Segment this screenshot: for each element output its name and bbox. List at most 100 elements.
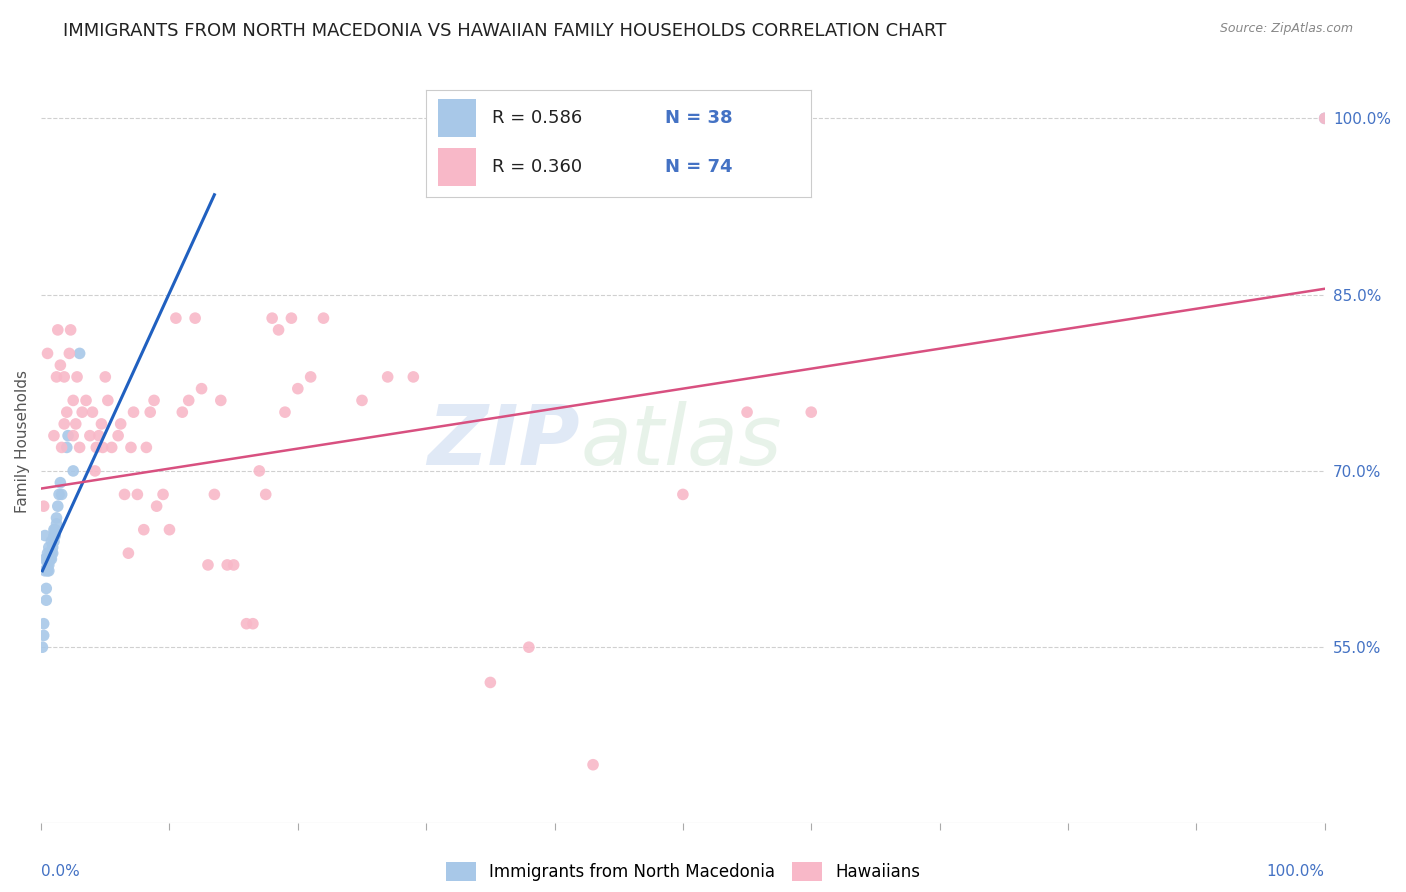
Point [190,382,212,396]
Point [62,428,84,442]
Point [59,323,82,337]
Point [42,523,65,537]
Point [44,528,66,542]
Point [274,405,297,419]
Point [65,417,87,431]
Point [41,541,63,555]
Point [37,564,59,578]
Point [402,370,425,384]
Point [350,393,373,408]
Point [32,628,55,642]
Point [84,441,107,455]
Point [172,405,194,419]
Point [1313,112,1336,126]
Point [42,534,65,549]
Point [45,370,67,384]
Point [34,528,56,542]
Point [69,441,91,455]
Point [38,541,60,555]
Point [45,511,67,525]
Y-axis label: Family Households: Family Households [15,370,30,513]
Point [222,558,245,572]
Point [37,546,59,560]
Point [139,405,162,419]
Point [672,487,695,501]
Point [51,441,73,455]
Point [46,499,69,513]
Point [517,640,540,655]
Point [51,487,73,501]
Point [37,346,59,360]
Point [110,417,132,431]
Point [32,499,55,513]
Point [159,523,181,537]
Point [800,405,823,419]
Point [145,499,167,513]
Point [177,393,200,408]
Point [87,428,110,442]
Point [69,346,91,360]
Point [152,487,174,501]
Text: 0.0%: 0.0% [41,863,80,879]
Point [70,405,93,419]
Point [254,487,277,501]
Point [235,616,257,631]
Point [35,593,58,607]
Point [58,346,80,360]
Point [45,516,67,531]
Point [280,311,302,326]
Point [143,393,166,408]
Point [120,441,142,455]
Point [49,358,72,372]
Point [127,487,149,501]
Point [209,393,232,408]
Point [55,405,77,419]
Point [41,552,63,566]
Point [84,464,107,478]
Point [32,616,55,631]
Point [107,428,129,442]
Point [37,552,59,566]
Point [132,523,155,537]
Point [202,487,225,501]
Point [48,487,70,501]
Text: ZIP: ZIP [427,401,581,482]
Point [479,675,502,690]
Point [53,417,76,431]
Point [377,370,399,384]
Point [46,323,69,337]
Text: atlas: atlas [581,401,782,482]
Point [41,546,63,560]
Point [90,417,112,431]
Point [312,311,335,326]
Point [184,311,207,326]
Point [122,405,145,419]
Point [91,441,114,455]
Point [34,564,56,578]
Point [53,370,76,384]
Point [55,441,77,455]
Point [41,546,63,560]
Point [1313,112,1336,126]
Point [37,558,59,572]
Point [299,370,322,384]
Point [42,528,65,542]
Point [31,640,53,655]
Point [247,464,270,478]
Point [35,582,58,596]
Point [79,428,101,442]
Point [38,564,60,578]
Point [34,552,56,566]
Point [42,428,65,442]
Point [56,428,79,442]
Point [197,558,219,572]
Point [39,546,62,560]
Text: 100.0%: 100.0% [1267,863,1324,879]
Text: IMMIGRANTS FROM NORTH MACEDONIA VS HAWAIIAN FAMILY HOUSEHOLDS CORRELATION CHART: IMMIGRANTS FROM NORTH MACEDONIA VS HAWAI… [63,22,946,40]
Point [100,441,122,455]
Point [114,487,136,501]
Point [62,393,84,408]
Point [66,370,89,384]
Legend: Immigrants from North Macedonia, Hawaiians: Immigrants from North Macedonia, Hawaiia… [439,855,927,888]
Point [287,382,309,396]
